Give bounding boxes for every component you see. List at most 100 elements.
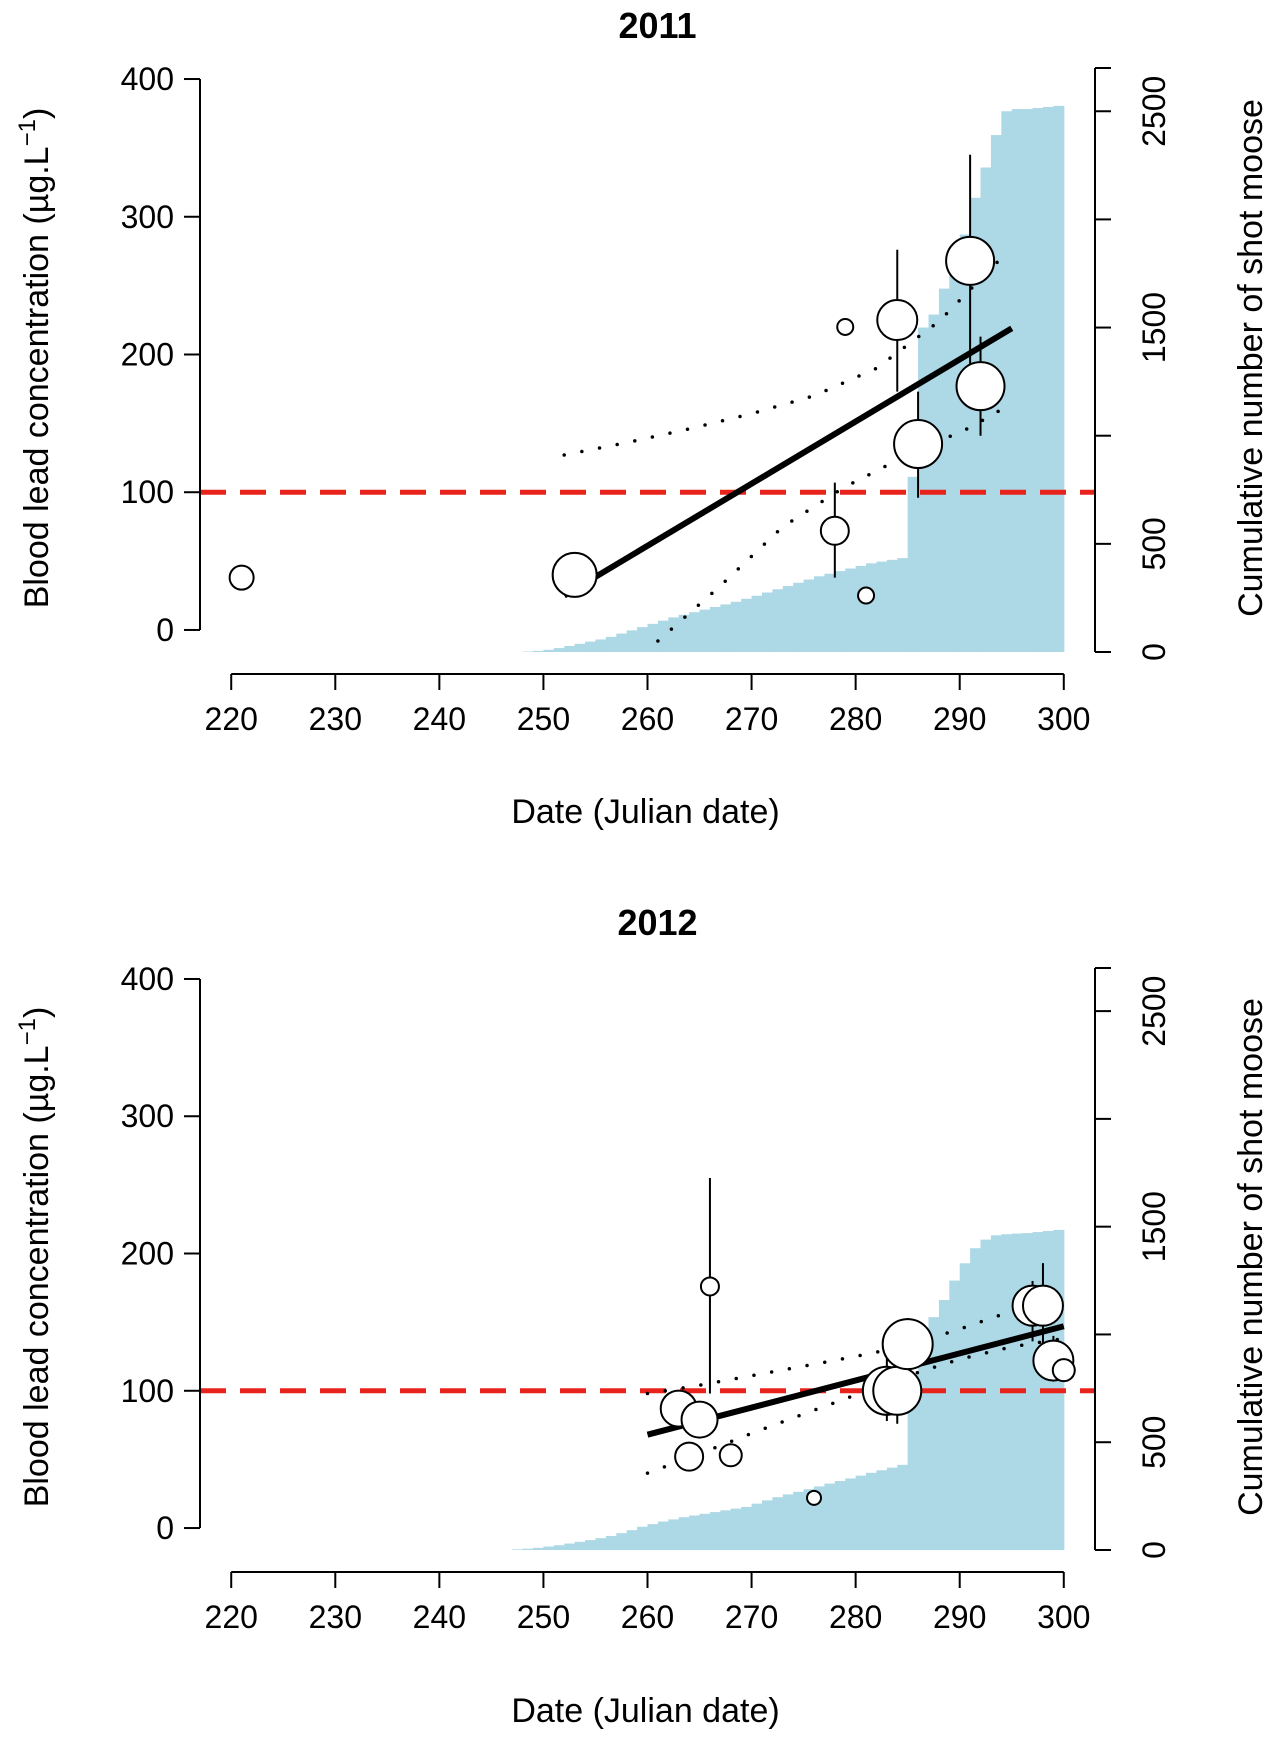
cumulative-bar: [720, 604, 732, 652]
cumulative-bar: [678, 614, 690, 652]
y2-tick-label: 1500: [1136, 1191, 1172, 1262]
cumulative-bar: [907, 476, 919, 652]
cumulative-bar: [637, 627, 649, 652]
cumulative-bar: [949, 1280, 961, 1550]
cumulative-bar: [647, 623, 659, 652]
x-tick-label: 230: [309, 1599, 362, 1635]
cumulative-bar: [616, 1533, 628, 1550]
cumulative-bar: [564, 1543, 576, 1550]
y-tick-label: 300: [121, 199, 174, 235]
cumulative-bar: [970, 197, 982, 652]
cumulative-bar: [543, 649, 555, 652]
cumulative-bar: [855, 1475, 867, 1550]
data-point: [893, 419, 944, 470]
cumulative-bar: [553, 1545, 565, 1550]
cumulative-bar: [928, 314, 940, 652]
data-point: [674, 1441, 705, 1472]
cumulative-bar: [907, 1374, 919, 1550]
cumulative-bar: [543, 1546, 555, 1550]
error-bars: [240, 154, 982, 588]
x-tick-label: 280: [829, 1599, 882, 1635]
cumulative-bar: [574, 1541, 586, 1550]
x-tick-label: 240: [413, 701, 466, 737]
x-tick-label: 300: [1037, 1599, 1090, 1635]
data-point: [955, 361, 1006, 412]
cumulative-bar: [605, 636, 617, 652]
y-axis-label-main: Blood lead concentration (µg.L: [18, 1045, 56, 1507]
x-tick-label: 260: [621, 701, 674, 737]
x-tick-label: 250: [517, 1599, 570, 1635]
data-point: [806, 1489, 823, 1506]
cumulative-bar: [741, 598, 753, 652]
y-axis-label-sup: −1: [14, 1018, 41, 1045]
panel-2012: 2012 220 230 240 250 260 270 280 290 300 0 100 200…: [14, 902, 1271, 1730]
cumulative-bar: [585, 641, 597, 652]
cumulative-bar: [814, 1486, 826, 1550]
x-tick-label: 290: [933, 701, 986, 737]
cumulative-bar: [938, 1299, 950, 1550]
cumulative-bar: [782, 586, 794, 652]
cumulative-bar: [741, 1506, 753, 1550]
y-tick-label: 300: [121, 1098, 174, 1134]
x-tick-labels: 220 230 240 250 260 270 280 290 300: [205, 701, 1091, 737]
data-point: [1051, 1358, 1076, 1383]
cumulative-bar: [886, 559, 898, 652]
y2-tick-label: 500: [1136, 1416, 1172, 1469]
cumulative-bar: [980, 1239, 992, 1550]
cumulative-bar: [834, 1481, 846, 1550]
data-point: [857, 586, 876, 605]
data-point: [680, 1400, 719, 1439]
y-tick-label: 200: [121, 336, 174, 372]
cumulative-bar: [761, 592, 773, 652]
cumulative-bar: [522, 1548, 534, 1550]
cumulative-bar: [1022, 1233, 1034, 1550]
cumulative-bar: [1032, 1232, 1044, 1550]
data-point: [718, 1443, 743, 1468]
cumulative-bar: [1011, 109, 1023, 653]
cumulative-bar: [1042, 106, 1054, 653]
y-tick-labels: 0 100 200 300 400: [121, 961, 174, 1546]
cumulative-bar: [553, 648, 565, 652]
data-point: [551, 551, 598, 598]
cumulative-bar: [616, 633, 628, 652]
y2-tick-labels: 0 500 1500 2500: [1136, 976, 1172, 1559]
y2-tick-label: 0: [1136, 643, 1172, 661]
y-axis-label-sup: −1: [14, 119, 41, 146]
cumulative-bar: [699, 609, 711, 652]
cumulative-bar: [897, 558, 909, 652]
cumulative-bar: [1053, 105, 1065, 653]
cumulative-bar: [918, 1332, 930, 1550]
x-tick-label: 270: [725, 1599, 778, 1635]
cumulative-bar: [845, 1478, 857, 1550]
cumulative-bar: [834, 571, 846, 652]
cumulative-bar: [959, 1263, 971, 1550]
y-tick-label: 400: [121, 961, 174, 997]
ci-upper-line: [645, 1288, 1066, 1396]
cumulative-bar: [709, 1512, 721, 1550]
x-tick-label: 220: [205, 1599, 258, 1635]
cumulative-bar: [949, 264, 961, 652]
cumulative-bar: [990, 1235, 1002, 1550]
data-point: [945, 235, 996, 286]
chart-title: 2012: [617, 902, 697, 943]
y-axis-label: Blood lead concentration (µg.L−1): [14, 108, 57, 609]
data-point: [881, 1318, 934, 1371]
axes: [184, 67, 1111, 690]
cumulative-bar: [533, 1547, 545, 1550]
cumulative-bar: [959, 234, 971, 653]
x-tick-labels: 220 230 240 250 260 270 280 290 300: [205, 1599, 1091, 1635]
cumulative-bar: [595, 1538, 607, 1550]
y-tick-label: 0: [156, 1510, 174, 1546]
y-axis-label-close: ): [18, 108, 56, 119]
cumulative-bar: [678, 1517, 690, 1550]
data-point: [819, 515, 850, 546]
cumulative-bar: [668, 617, 680, 652]
cumulative-bar: [782, 1494, 794, 1550]
x-tick-label: 260: [621, 1599, 674, 1635]
cumulative-bar: [793, 582, 805, 652]
cumulative-bar: [866, 1472, 878, 1550]
cumulative-bar: [626, 1530, 638, 1550]
y2-tick-label: 1500: [1136, 292, 1172, 363]
x-tick-label: 290: [933, 1599, 986, 1635]
